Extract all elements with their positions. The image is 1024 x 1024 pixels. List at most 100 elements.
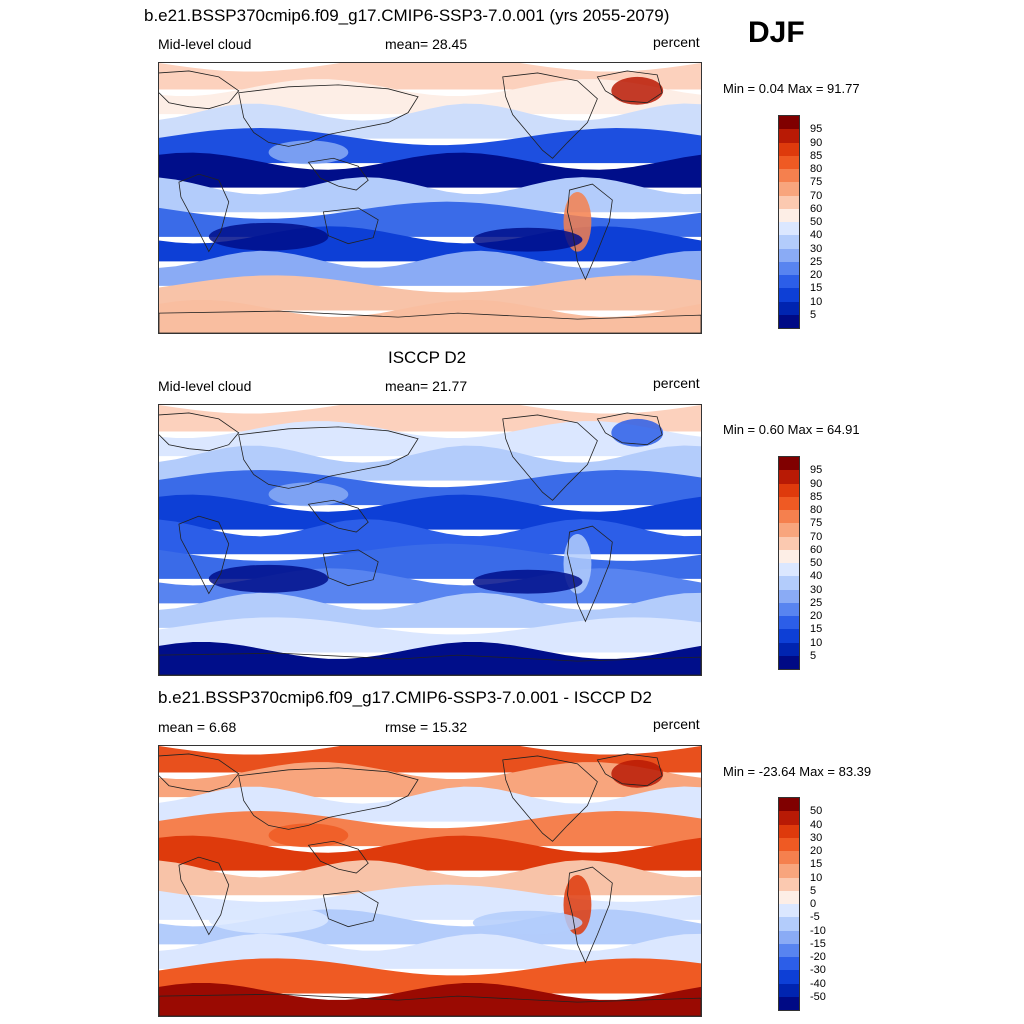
colorbar-tick-label: 40 [810,570,823,583]
season-label: DJF [748,16,805,49]
colorbar-tick-label: 30 [810,242,823,255]
colorbar-swatch [779,169,799,183]
coastline [178,173,230,253]
contour-band [159,958,701,994]
colorbar-tick-label: 90 [810,477,823,490]
coastline [502,755,598,842]
colorbar-swatch [779,222,799,236]
colorbar-swatch [779,904,799,918]
colorbar-tick-label: 25 [810,255,823,268]
colorbar-tick-label: -50 [810,990,826,1003]
coastline [596,70,663,104]
panel-1-variable-label: Mid-level cloud [158,36,252,52]
colorbar-swatch [779,536,799,550]
colorbar-swatch [779,943,799,957]
colorbar-swatch [779,957,799,971]
panel-1-minmax: Min = 0.04 Max = 91.77 [723,81,860,96]
contour-band [159,275,701,311]
coastline [178,856,230,936]
coastline [596,753,663,787]
colorbar-tick-label: 40 [810,818,823,831]
contour-blob [268,140,349,165]
panel-1-colorbar [778,115,800,329]
coastline [502,72,598,159]
panel-1-title: b.e21.BSSP370cmip6.f09_g17.CMIP6-SSP3-7.… [144,6,670,25]
colorbar-tick-label: 5 [810,308,817,321]
colorbar-tick-label: 5 [810,884,817,897]
coastline [307,499,369,533]
coastline [502,414,598,501]
colorbar-tick-label: 75 [810,176,823,189]
colorbar-tick-label: 10 [810,295,823,308]
colorbar-swatch [779,877,799,891]
colorbar-swatch [779,811,799,825]
colorbar-swatch [779,470,799,484]
colorbar-swatch [779,496,799,510]
colorbar-tick-label: -40 [810,977,826,990]
colorbar-swatch [779,917,799,931]
coastline [322,890,379,928]
contour-blob [268,823,349,848]
contour-blob [472,227,583,252]
colorbar-tick-label: 85 [810,490,823,503]
colorbar-swatch [779,235,799,249]
contour-blob [611,759,664,788]
coastline [307,840,369,874]
panel-2-minmax: Min = 0.60 Max = 64.91 [723,422,860,437]
colorbar-swatch [779,301,799,315]
colorbar-tick-label: 60 [810,543,823,556]
colorbar-swatch [779,195,799,209]
colorbar-swatch [779,182,799,196]
coastline [567,525,613,623]
coastline [159,310,701,333]
colorbar-swatch [779,549,799,563]
colorbar-swatch [779,248,799,262]
colorbar-swatch [779,275,799,289]
coastline [159,70,240,110]
panel-3-map [158,745,702,1017]
colorbar-tick-label: 40 [810,229,823,242]
panel-1-units-label: percent [653,34,700,50]
colorbar-swatch [779,996,799,1010]
contour-blob [611,418,664,447]
colorbar-tick-label: 15 [810,282,823,295]
colorbar-tick-label: 5 [810,649,817,662]
coastline [596,412,663,446]
colorbar-swatch [779,510,799,524]
coastline [178,515,230,595]
colorbar-swatch [779,930,799,944]
contour-blob [268,482,349,507]
colorbar-swatch [779,851,799,865]
colorbar-tick-label: -15 [810,937,826,950]
colorbar-tick-label: 50 [810,216,823,228]
colorbar-swatch [779,576,799,590]
colorbar-tick-label: 75 [810,517,823,530]
colorbar-tick-label: 50 [810,557,823,569]
colorbar-swatch [779,864,799,878]
panel-3-minmax: Min = -23.64 Max = 83.39 [723,764,872,779]
panel-3-units-label: percent [653,716,700,732]
colorbar-tick-label: 15 [810,623,823,636]
panel-2-mean-label: mean= 21.77 [385,378,468,394]
colorbar-tick-label: 20 [810,269,823,281]
colorbar-swatch [779,523,799,537]
coastline [159,412,240,452]
colorbar-swatch [779,261,799,275]
colorbar-tick-label: 70 [810,530,823,543]
colorbar-swatch [779,970,799,984]
colorbar-tick-label: 30 [810,583,823,596]
contour-band [159,642,701,675]
colorbar-tick-label: 80 [810,504,823,516]
contour-band [159,177,701,213]
colorbar-swatch [779,116,799,130]
contour-band [159,983,701,1016]
colorbar-tick-label: 95 [810,464,823,477]
contour-band [159,421,701,457]
colorbar-tick-label: 90 [810,136,823,149]
colorbar-tick-label: 20 [810,845,823,857]
coastline [159,753,240,793]
colorbar-swatch [779,890,799,904]
colorbar-swatch [779,563,799,577]
coastline [322,549,379,587]
panel-3-rmse-label: rmse = 15.32 [385,719,468,735]
